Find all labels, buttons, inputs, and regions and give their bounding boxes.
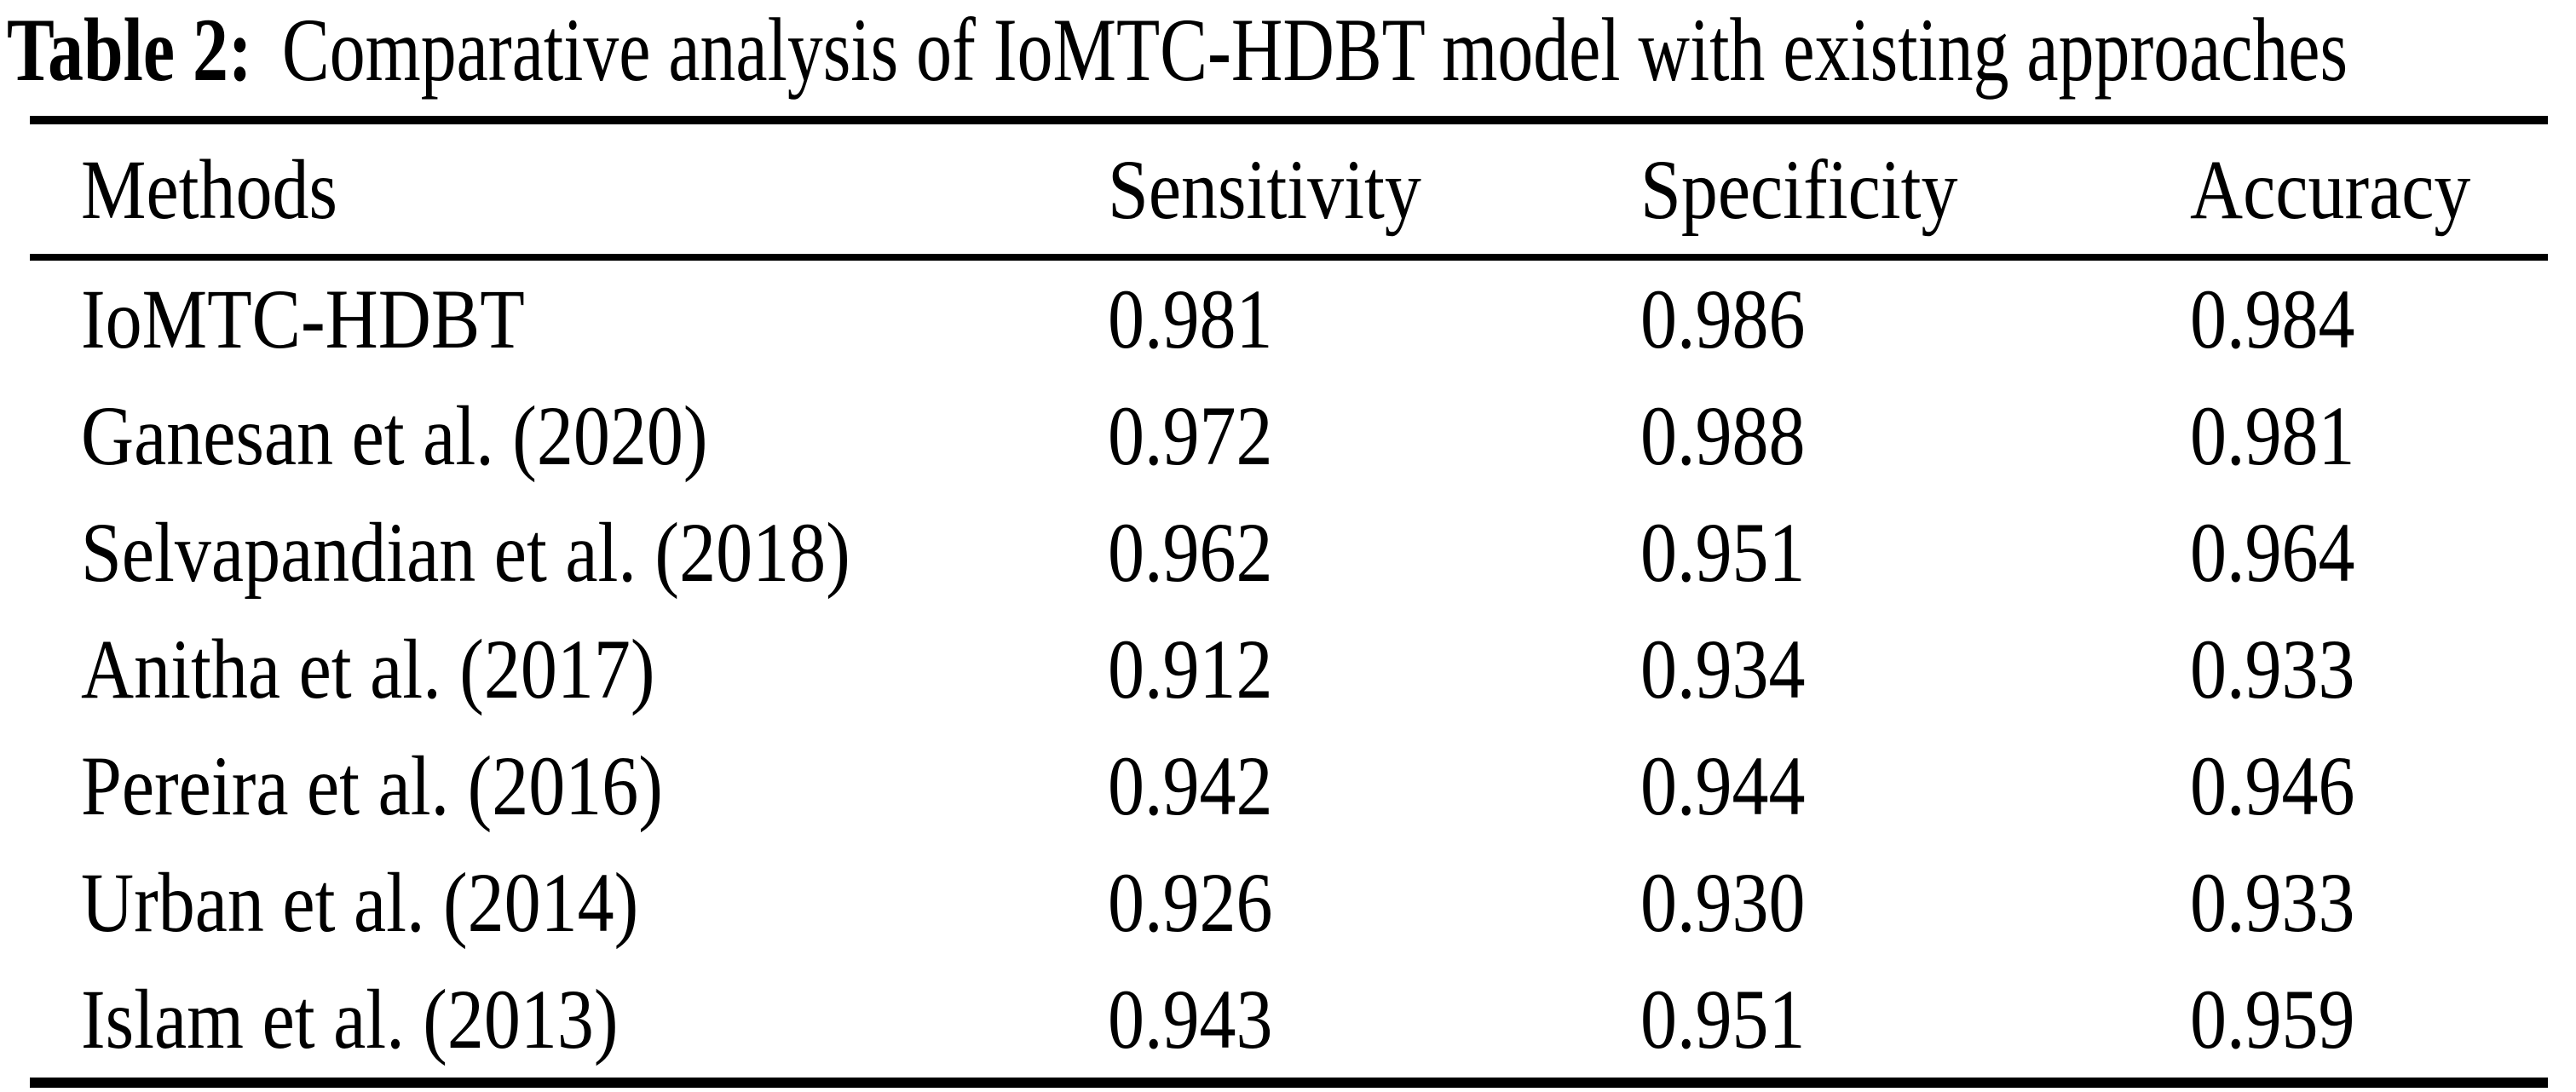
specificity-cell: 0.951 — [1640, 972, 1806, 1066]
comparison-table: Methods Sensitivity Specificity Accuracy… — [30, 116, 2548, 1088]
table-header-row: Methods Sensitivity Specificity Accuracy — [30, 124, 2548, 254]
accuracy-cell: 0.984 — [2190, 272, 2355, 366]
table-row: Urban et al. (2014) 0.926 0.930 0.933 — [30, 844, 2548, 961]
method-cell: Ganesan et al. (2020) — [81, 388, 708, 483]
col-header-specificity: Specificity — [1640, 141, 1958, 237]
specificity-cell: 0.951 — [1640, 505, 1806, 600]
table-row: Ganesan et al. (2020) 0.972 0.988 0.981 — [30, 377, 2548, 494]
method-cell: Pereira et al. (2016) — [81, 739, 663, 833]
specificity-cell: 0.988 — [1640, 388, 1806, 483]
table-row: Anitha et al. (2017) 0.912 0.934 0.933 — [30, 611, 2548, 727]
method-cell: Anitha et al. (2017) — [81, 622, 655, 716]
sensitivity-cell: 0.962 — [1108, 505, 1273, 600]
accuracy-cell: 0.981 — [2190, 388, 2355, 483]
col-header-sensitivity: Sensitivity — [1108, 141, 1421, 237]
sensitivity-cell: 0.943 — [1108, 972, 1273, 1066]
col-header-accuracy: Accuracy — [2190, 141, 2471, 237]
table-caption: Table 2: Comparative analysis of IoMTC-HD… — [7, 0, 2576, 101]
specificity-cell: 0.934 — [1640, 622, 1806, 716]
accuracy-cell: 0.933 — [2190, 622, 2355, 716]
sensitivity-cell: 0.912 — [1108, 622, 1273, 716]
specificity-cell: 0.930 — [1640, 855, 1806, 950]
accuracy-cell: 0.946 — [2190, 739, 2355, 833]
accuracy-cell: 0.964 — [2190, 505, 2355, 600]
method-cell: Urban et al. (2014) — [81, 855, 639, 950]
sensitivity-cell: 0.981 — [1108, 272, 1273, 366]
table-top-rule — [30, 116, 2548, 124]
table-row: Islam et al. (2013) 0.943 0.951 0.959 — [30, 961, 2548, 1078]
table-row: Pereira et al. (2016) 0.942 0.944 0.946 — [30, 727, 2548, 844]
accuracy-cell: 0.959 — [2190, 972, 2355, 1066]
method-cell: Selvapandian et al. (2018) — [81, 505, 850, 600]
sensitivity-cell: 0.942 — [1108, 739, 1273, 833]
table-row: Selvapandian et al. (2018) 0.962 0.951 0… — [30, 494, 2548, 611]
method-cell: Islam et al. (2013) — [81, 972, 619, 1066]
table-header-rule — [30, 254, 2548, 261]
table-caption-text: Comparative analysis of IoMTC-HDBT model… — [281, 0, 2348, 100]
table-bottom-rule — [30, 1078, 2548, 1088]
method-cell: IoMTC-HDBT — [81, 272, 525, 366]
table-row: IoMTC-HDBT 0.981 0.986 0.984 — [30, 261, 2548, 377]
specificity-cell: 0.944 — [1640, 739, 1806, 833]
accuracy-cell: 0.933 — [2190, 855, 2355, 950]
sensitivity-cell: 0.972 — [1108, 388, 1273, 483]
specificity-cell: 0.986 — [1640, 272, 1806, 366]
sensitivity-cell: 0.926 — [1108, 855, 1273, 950]
table-caption-label: Table 2: — [7, 0, 252, 100]
col-header-methods: Methods — [81, 141, 337, 237]
